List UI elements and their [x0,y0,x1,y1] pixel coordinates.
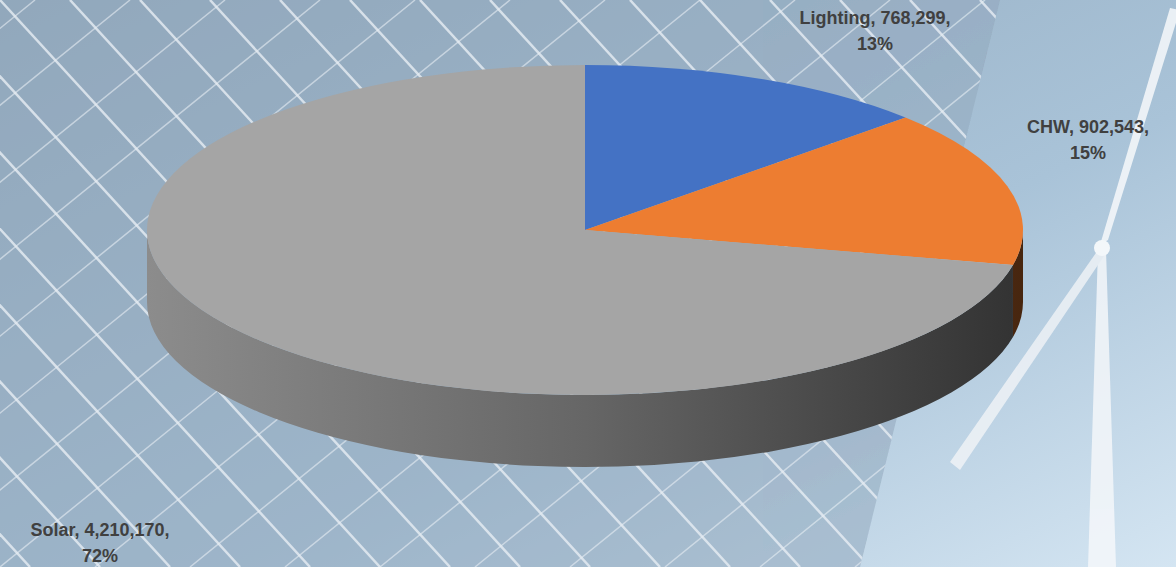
panel-surface [0,0,1176,567]
panel-line [1045,0,1176,567]
category-label: Solar [30,520,75,540]
data-labels: Lighting, 768,299, 13% CHW, 902,543, 15% Sol… [30,8,1149,566]
percentage-label: 15% [1070,143,1106,163]
panel-line [1140,0,1176,567]
panel-line [0,0,170,567]
percentage-label: 72% [82,546,118,566]
percentage-label: 13% [857,34,893,54]
slice [147,65,1013,395]
solar-panels [0,0,1176,567]
value-label: 4,210,170 [84,520,164,540]
category-label: Lighting [799,8,870,28]
chart: Lighting, 768,299, 13% CHW, 902,543, 15% Sol… [0,0,1176,567]
data-label-line: CHW, 902,543, [1027,117,1149,137]
value-label: 902,543 [1079,117,1144,137]
data-label: CHW, 902,543, 15% [1027,117,1149,163]
data-label: Lighting, 768,299, 13% [799,8,950,54]
value-label: 768,299 [880,8,945,28]
category-label: CHW [1027,117,1070,137]
panel-line [1050,0,1176,567]
turbine-tower [1088,250,1116,567]
background [0,0,1176,567]
turbine-hub [1094,240,1110,256]
data-label-line: Solar, 4,210,170, [30,520,169,540]
pie-tops [147,65,1023,395]
panel-line [0,0,35,567]
data-label-line: Lighting, 768,299, [799,8,950,28]
pie [147,65,1023,467]
data-label: Solar, 4,210,170, 72% [30,520,169,566]
